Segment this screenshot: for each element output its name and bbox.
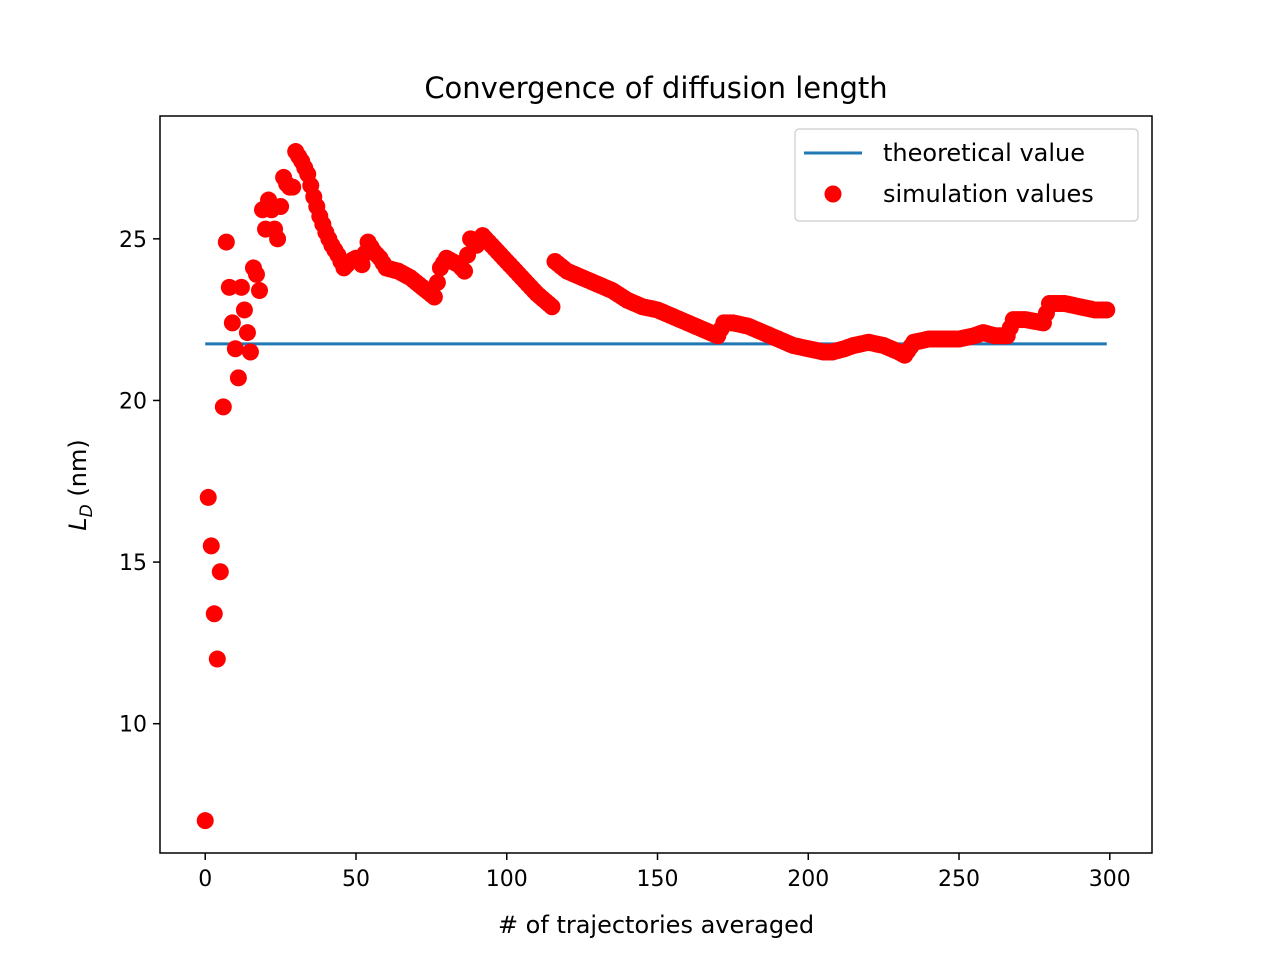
simulation-point — [223, 314, 241, 332]
x-tick-label: 0 — [198, 867, 212, 892]
simulation-point — [1098, 301, 1116, 319]
simulation-point — [425, 288, 443, 306]
x-tick-label: 50 — [342, 867, 370, 892]
simulation-point — [226, 340, 244, 358]
simulation-point — [235, 301, 253, 319]
simulation-point — [205, 605, 223, 623]
chart-title: Convergence of diffusion length — [424, 71, 887, 105]
simulation-point — [284, 178, 302, 196]
y-axis: 10 15 20 25 — [119, 228, 160, 738]
legend-box — [794, 128, 1139, 222]
y-axis-label-subscript: D — [77, 504, 97, 517]
legend: theoretical value simulation values — [794, 128, 1139, 222]
simulation-point — [456, 262, 474, 280]
x-tick-label: 200 — [787, 867, 829, 892]
simulation-point — [202, 537, 220, 555]
x-axis-label: # of trajectories averaged — [498, 911, 814, 939]
y-tick-label: 15 — [119, 551, 147, 576]
y-axis-label: LD (nm) — [64, 439, 97, 530]
simulation-point — [247, 265, 265, 283]
simulation-point — [196, 812, 214, 830]
x-tick-label: 300 — [1089, 867, 1131, 892]
axes-frame — [159, 115, 1153, 854]
simulation-point — [220, 278, 238, 296]
y-tick-label: 10 — [119, 713, 147, 738]
simulation-point — [199, 488, 217, 506]
simulation-point — [229, 369, 247, 387]
legend-label-simulation: simulation values — [883, 180, 1094, 208]
simulation-point — [217, 233, 235, 251]
simulation-point — [208, 650, 226, 668]
x-tick-label: 150 — [637, 867, 679, 892]
legend-label-theory: theoretical value — [883, 139, 1085, 167]
x-tick-label: 250 — [938, 867, 980, 892]
y-axis-label-main: L — [64, 517, 92, 530]
simulation-point — [241, 343, 259, 361]
simulation-point — [238, 324, 256, 342]
y-tick-label: 20 — [119, 389, 147, 414]
simulation-point — [428, 273, 446, 291]
simulation-point — [211, 563, 229, 581]
simulation-point — [232, 278, 250, 296]
x-tick-label: 100 — [486, 867, 528, 892]
simulation-point — [214, 398, 232, 416]
y-axis-label-unit: (nm) — [64, 439, 92, 504]
plot-area — [196, 143, 1116, 830]
legend-dot-marker — [824, 185, 842, 203]
simulation-point — [272, 198, 290, 216]
simulation-point — [543, 298, 561, 316]
y-tick-label: 25 — [119, 228, 147, 253]
x-axis: 0 50 100 150 200 250 300 — [198, 853, 1131, 892]
simulation-point — [251, 282, 269, 300]
simulation-point — [269, 230, 287, 248]
